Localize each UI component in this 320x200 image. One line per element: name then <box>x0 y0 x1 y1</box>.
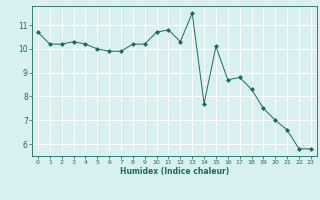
X-axis label: Humidex (Indice chaleur): Humidex (Indice chaleur) <box>120 167 229 176</box>
